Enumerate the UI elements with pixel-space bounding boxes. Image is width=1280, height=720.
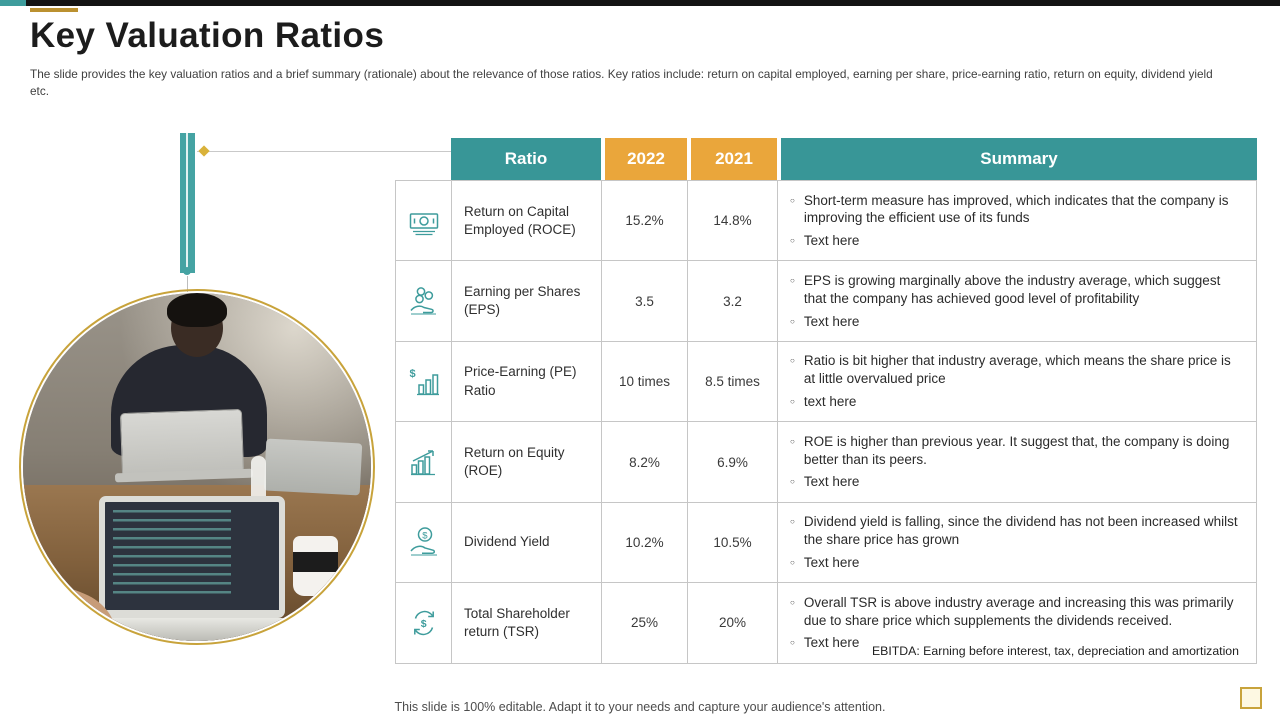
summary-cell: Short-term measure has improved, which i… xyxy=(778,181,1256,260)
value-2021: 3.2 xyxy=(688,261,778,341)
value-2021: 10.5% xyxy=(688,502,778,583)
photo-code-on-screen xyxy=(113,510,232,599)
summary-bullet: Ratio is bit higher that industry averag… xyxy=(790,352,1242,388)
value-2022: 15.2% xyxy=(602,181,688,261)
icon-cell: $ xyxy=(396,583,452,663)
table-row-tsr: $ Total Shareholder return (TSR) 25% 20%… xyxy=(396,582,1256,663)
slide-description: The slide provides the key valuation rat… xyxy=(30,67,1213,99)
column-header-ratio: Ratio xyxy=(451,138,601,180)
office-photo xyxy=(23,293,371,641)
summary-cell: Dividend yield is falling, since the div… xyxy=(778,503,1256,582)
ribbon-drop-line xyxy=(187,276,188,292)
growth-chart-arrow-icon xyxy=(410,450,435,476)
connector-line xyxy=(197,151,453,152)
summary-cell: ROE is higher than previous year. It sug… xyxy=(778,422,1256,501)
icon-cell xyxy=(396,181,452,261)
summary-bullet: Text here xyxy=(790,313,860,331)
table-header-row: Ratio 2022 2021 Summary xyxy=(395,138,1257,180)
summary-bullet: Short-term measure has improved, which i… xyxy=(790,192,1242,228)
office-photo-ring xyxy=(19,289,375,645)
ratio-name: Earning per Shares (EPS) xyxy=(452,261,602,341)
top-accent-bar xyxy=(0,0,1280,6)
icon-cell xyxy=(396,422,452,502)
summary-bullet: ROE is higher than previous year. It sug… xyxy=(790,433,1242,469)
column-header-summary: Summary xyxy=(777,138,1257,180)
editable-footer-note: This slide is 100% editable. Adapt it to… xyxy=(394,700,886,714)
value-2021: 20% xyxy=(688,583,778,663)
svg-text:$: $ xyxy=(422,531,428,542)
value-2022: 25% xyxy=(602,583,688,663)
gold-diamond-marker xyxy=(198,145,210,157)
photo-laptop-right xyxy=(263,438,363,496)
photo-person-hair xyxy=(167,293,227,327)
photo-coffee-cup-band xyxy=(293,552,338,572)
photo-laptop-foreground xyxy=(99,496,285,618)
value-2022: 10.2% xyxy=(602,502,688,583)
table-body: Return on Capital Employed (ROCE) 15.2% … xyxy=(395,180,1257,664)
svg-text:$: $ xyxy=(420,618,426,630)
photo-laptop-keyboard xyxy=(81,618,303,641)
ratio-name: Price-Earning (PE) Ratio xyxy=(452,341,602,422)
summary-cell: Ratio is bit higher that industry averag… xyxy=(778,342,1256,421)
ratio-name: Return on Equity (ROE) xyxy=(452,422,602,502)
summary-bullet: Text here xyxy=(790,554,860,572)
summary-bullet: Text here xyxy=(790,232,860,250)
value-2022: 8.2% xyxy=(602,422,688,502)
top-teal-accent xyxy=(0,0,26,6)
value-2022: 3.5 xyxy=(602,261,688,341)
dividend-hand-icon: $ xyxy=(409,527,437,557)
page-title: Key Valuation Ratios xyxy=(30,16,385,55)
corner-square-decoration xyxy=(1240,687,1262,709)
icon-cell: $ xyxy=(396,341,452,422)
value-2021: 14.8% xyxy=(688,181,778,261)
svg-text:$: $ xyxy=(409,368,415,380)
summary-bullet: Overall TSR is above industry average an… xyxy=(790,594,1242,630)
icon-cell: $ xyxy=(396,502,452,583)
table-row-roce: Return on Capital Employed (ROCE) 15.2% … xyxy=(396,180,1256,261)
summary-bullet: EPS is growing marginally above the indu… xyxy=(790,272,1242,308)
table-row-pe: $ Price-Earning (PE) Ratio 10 times 8.5 … xyxy=(396,340,1256,422)
table-row-roe: Return on Equity (ROE) 8.2% 6.9% ROE is … xyxy=(396,421,1256,502)
table-row-eps: Earning per Shares (EPS) 3.5 3.2 EPS is … xyxy=(396,260,1256,341)
ebitda-footnote: EBITDA: Earning before interest, tax, de… xyxy=(871,644,1239,658)
header-spacer xyxy=(395,138,451,180)
value-2022: 10 times xyxy=(602,341,688,422)
hand-coins-icon xyxy=(409,287,436,315)
ratio-name: Dividend Yield xyxy=(452,502,602,583)
valuation-ratios-table: Ratio 2022 2021 Summary Return on Capita… xyxy=(395,138,1257,664)
icon-cell xyxy=(396,261,452,341)
summary-bullet: Text here xyxy=(790,473,860,491)
ribbon-center-line xyxy=(186,133,188,273)
ribbon-end-dot xyxy=(183,267,191,275)
summary-bullet: Dividend yield is falling, since the div… xyxy=(790,513,1242,549)
table-row-dividend-yield: $ Dividend Yield 10.2% 10.5% Dividend yi… xyxy=(396,501,1256,583)
tsr-cycle-icon: $ xyxy=(413,610,434,636)
summary-cell: Overall TSR is above industry average an… xyxy=(778,583,1256,662)
photo-coffee-cup xyxy=(293,536,338,596)
summary-bullet: text here xyxy=(790,393,857,411)
ratio-name: Return on Capital Employed (ROCE) xyxy=(452,181,602,261)
summary-bullet: Text here xyxy=(790,634,860,652)
column-header-2022: 2022 xyxy=(601,138,687,180)
value-2021: 8.5 times xyxy=(688,341,778,422)
dollar-bar-chart-icon: $ xyxy=(409,368,439,395)
column-header-2021: 2021 xyxy=(687,138,777,180)
ratio-name: Total Shareholder return (TSR) xyxy=(452,583,602,663)
photo-laptop-back xyxy=(119,408,245,478)
banknote-icon xyxy=(409,212,438,235)
summary-cell: EPS is growing marginally above the indu… xyxy=(778,261,1256,340)
top-gold-accent xyxy=(30,8,78,12)
value-2021: 6.9% xyxy=(688,422,778,502)
